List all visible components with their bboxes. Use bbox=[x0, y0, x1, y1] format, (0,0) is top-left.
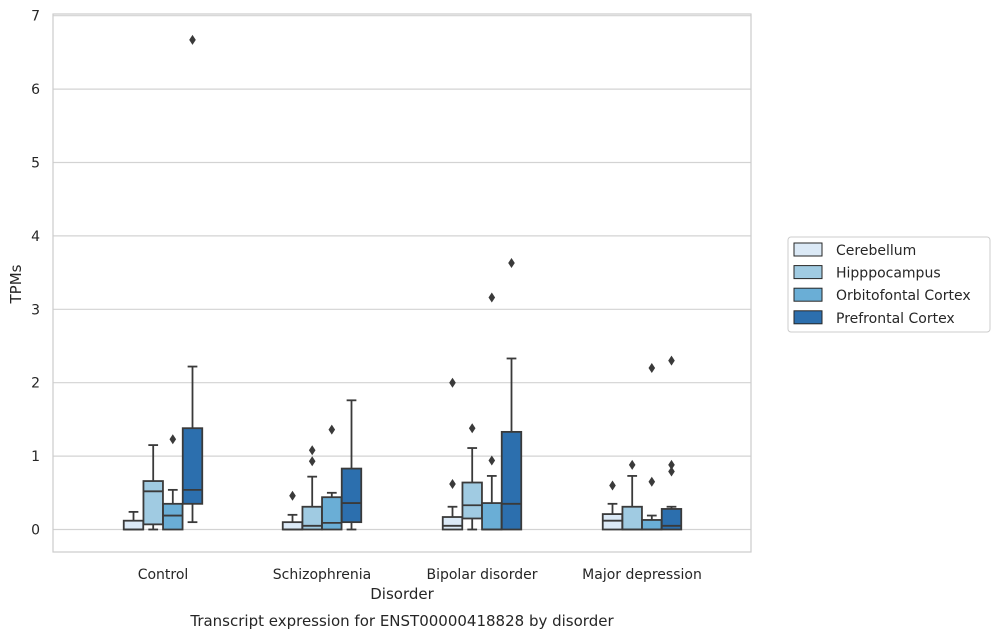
y-tick-label: 6 bbox=[31, 82, 40, 98]
box-orbitofontal-cortex bbox=[481, 292, 503, 531]
chart-caption: Transcript expression for ENST0000041882… bbox=[189, 612, 614, 630]
box-prefrontal-cortex bbox=[500, 258, 523, 531]
box-body bbox=[641, 519, 663, 531]
plot-frame bbox=[52, 13, 752, 553]
y-tick-label: 5 bbox=[31, 156, 40, 172]
legend-label: Orbitofontal Cortex bbox=[836, 288, 971, 304]
legend-swatch bbox=[793, 287, 823, 302]
boxes bbox=[122, 34, 683, 531]
box-prefrontal-cortex bbox=[660, 355, 683, 531]
box-body bbox=[601, 513, 624, 531]
box-prefrontal-cortex bbox=[340, 399, 363, 531]
y-tick-label: 7 bbox=[31, 9, 40, 25]
x-tick-label: Control bbox=[138, 567, 189, 583]
box-body bbox=[340, 467, 363, 524]
box-body bbox=[142, 480, 164, 526]
box-cerebellum bbox=[281, 490, 304, 531]
outlier-point bbox=[308, 456, 316, 467]
legend-frame bbox=[787, 236, 991, 333]
legend-label: Cerebellum bbox=[836, 243, 916, 259]
box-body bbox=[441, 516, 464, 531]
legend-label: Hipppocampus bbox=[836, 266, 941, 282]
box-hipppocampus bbox=[301, 445, 323, 531]
legend-swatch bbox=[793, 242, 823, 257]
box-cerebellum bbox=[441, 377, 464, 531]
outlier-point bbox=[488, 455, 496, 466]
x-axis-label: Disorder bbox=[370, 585, 434, 603]
x-tick-label: Bipolar disorder bbox=[426, 567, 537, 583]
box-prefrontal-cortex bbox=[181, 34, 204, 524]
box-body bbox=[162, 502, 184, 531]
outlier-point bbox=[449, 478, 456, 489]
x-tick-label: Major depression bbox=[582, 567, 702, 583]
box-body bbox=[461, 481, 483, 520]
outlier-point bbox=[648, 363, 656, 374]
outlier-point bbox=[328, 424, 336, 435]
box-body bbox=[181, 427, 204, 505]
x-tick-label: Schizophrenia bbox=[273, 567, 371, 583]
outlier-point bbox=[609, 480, 616, 491]
outlier-point bbox=[308, 445, 316, 456]
legend-label: Prefrontal Cortex bbox=[836, 311, 955, 327]
y-tick-label: 3 bbox=[31, 302, 40, 318]
outlier-point bbox=[648, 476, 656, 487]
y-tick-label: 0 bbox=[31, 523, 40, 539]
box-body bbox=[281, 521, 304, 531]
box-body bbox=[321, 496, 343, 531]
outlier-point bbox=[169, 434, 177, 445]
legend: Cerebellum Hipppocampus Orbitofontal Corte… bbox=[787, 236, 991, 333]
outlier-point bbox=[289, 490, 296, 501]
outlier-point bbox=[449, 377, 456, 388]
box-body bbox=[500, 430, 523, 531]
y-tick-label: 1 bbox=[31, 449, 40, 465]
box-orbitofontal-cortex bbox=[321, 424, 343, 531]
box-body bbox=[122, 519, 145, 531]
outlier-point bbox=[508, 258, 515, 269]
box-body bbox=[660, 508, 683, 531]
box-body bbox=[621, 505, 643, 531]
x-tick-labels: Control Schizophrenia Bipolar disorder Majo… bbox=[138, 567, 702, 583]
box-orbitofontal-cortex bbox=[641, 363, 663, 531]
box-orbitofontal-cortex bbox=[162, 434, 184, 531]
outlier-point bbox=[668, 466, 675, 477]
box-hipppocampus bbox=[621, 459, 643, 531]
outlier-point bbox=[468, 423, 476, 434]
box-hipppocampus bbox=[461, 423, 483, 531]
outlier-point bbox=[488, 292, 496, 303]
outlier-point bbox=[668, 459, 675, 470]
box-body bbox=[481, 502, 503, 531]
legend-swatch bbox=[793, 310, 823, 325]
box-hipppocampus bbox=[142, 444, 164, 531]
y-tick-labels: 0 1 2 3 4 5 6 7 bbox=[31, 9, 40, 539]
y-tick-label: 4 bbox=[31, 229, 40, 245]
outlier-point bbox=[628, 459, 636, 470]
y-tick-label: 2 bbox=[31, 376, 40, 392]
box-cerebellum bbox=[601, 480, 624, 531]
grid-lines bbox=[53, 15, 751, 531]
outlier-point bbox=[189, 34, 196, 45]
legend-swatch bbox=[793, 265, 823, 280]
box-cerebellum bbox=[122, 510, 145, 531]
outlier-point bbox=[668, 355, 675, 366]
y-axis-label: TPMs bbox=[7, 264, 25, 304]
